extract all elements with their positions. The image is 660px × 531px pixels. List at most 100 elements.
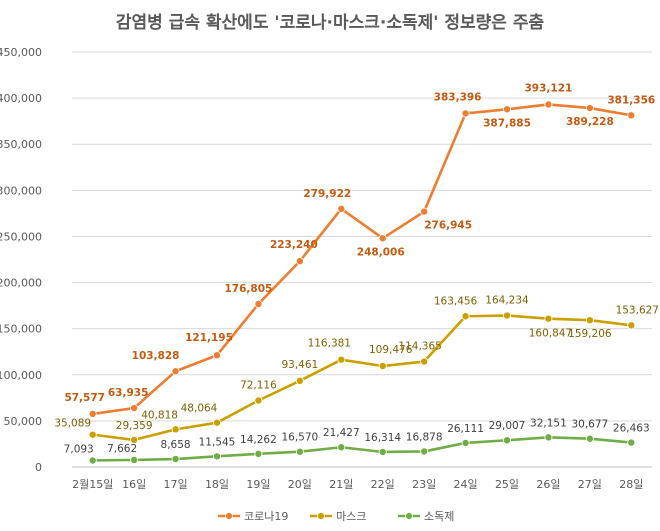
data-label: 176,805 [225,283,273,295]
data-label: 21,427 [323,427,360,439]
x-tick-label: 19일 [246,477,270,491]
x-axis: 2월15일 16일 17일 18일 19일 20일 21일 22일 23일 24일 25일 26일 27… [72,477,643,491]
data-point [585,104,594,113]
data-point [502,436,511,445]
series-lines [88,100,636,465]
data-point [337,355,346,364]
data-point [212,418,221,427]
data-label: 7,093 [64,443,94,455]
data-label: 29,007 [489,420,526,432]
data-label: 160,847 [529,328,572,340]
y-tick-label: 250,000 [0,230,42,243]
data-point [461,312,470,321]
data-point [130,404,139,413]
legend: 코로나19 마스크 소독제 [218,510,454,523]
data-label: 276,945 [424,220,472,232]
data-point [461,438,470,447]
x-tick-label: 17일 [164,477,188,491]
data-point [171,367,180,376]
data-label: 29,359 [116,420,153,432]
legend-marker [317,512,325,520]
data-label: 63,935 [108,387,149,399]
series-line-0 [92,103,632,416]
x-tick-label: 16일 [122,477,146,491]
data-label: 48,064 [181,403,218,415]
data-point [420,357,429,366]
data-point [254,396,263,405]
data-label: 153,627 [616,304,659,316]
y-tick-label: 100,000 [0,369,42,382]
chart-title: 감염병 급속 확산에도 '코로나·마스크·소독제' 정보량은 주춤 [116,13,545,33]
data-point [295,257,304,266]
gridlines [72,51,652,468]
data-label: 8,658 [161,439,191,451]
legend-label: 마스크 [336,510,366,523]
data-labels: 57,577 63,935 103,828 121,195 176,805 223,240… [54,82,659,455]
x-tick-label: 28일 [619,477,643,491]
data-label: 279,922 [303,188,351,200]
data-point [88,430,97,439]
x-tick-label: 21일 [329,477,353,491]
data-point [88,409,97,418]
y-axis: 0 50,000 100,000 150,000 200,000 250,000 300,0… [0,46,42,474]
data-label: 387,885 [483,117,531,129]
x-tick-label: 25일 [495,477,519,491]
data-point [171,425,180,434]
data-point [585,316,594,325]
data-label: 93,461 [281,359,318,371]
data-point [585,434,594,443]
data-point [378,362,387,371]
data-label: 109,476 [369,344,413,356]
y-tick-label: 450,000 [0,46,42,59]
data-point [502,311,511,320]
data-point [212,452,221,461]
data-point [378,447,387,456]
x-tick-label: 20일 [288,477,312,491]
data-point [337,443,346,452]
data-label: 114,365 [398,341,441,353]
data-label: 121,195 [185,332,233,344]
x-tick-label: 24일 [454,477,478,491]
data-point [254,299,263,308]
series-line-2 [92,436,632,462]
data-point [295,447,304,456]
data-label: 393,121 [525,82,573,94]
data-point [130,435,139,444]
x-tick-label: 2월15일 [72,477,113,491]
data-point [627,321,636,330]
y-tick-label: 400,000 [0,92,42,105]
x-tick-label: 18일 [205,477,229,491]
data-point [378,234,387,243]
data-point [627,438,636,447]
data-label: 248,006 [357,246,405,258]
y-tick-label: 0 [35,461,42,474]
data-point [544,433,553,442]
data-point [130,455,139,464]
data-label: 16,314 [364,432,401,444]
data-point [254,449,263,458]
data-label: 16,570 [281,432,318,444]
data-label: 159,206 [568,328,612,340]
data-label: 223,240 [270,239,318,251]
data-point [544,314,553,323]
legend-label: 코로나19 [244,510,288,523]
data-point [461,109,470,118]
data-point [420,207,429,216]
y-tick-label: 50,000 [4,415,43,428]
data-point [171,455,180,464]
legend-label: 소독제 [424,510,454,523]
x-tick-label: 26일 [536,477,560,491]
data-label: 389,228 [566,116,614,128]
data-label: 26,111 [447,423,484,435]
y-tick-label: 200,000 [0,277,42,290]
data-label: 383,396 [434,91,482,103]
data-point [420,447,429,456]
data-point [88,456,97,465]
data-label: 72,116 [240,379,277,391]
series-line-1 [92,314,632,442]
data-point [295,376,304,385]
data-label: 57,577 [64,392,105,404]
y-tick-label: 350,000 [0,138,42,151]
x-tick-label: 27일 [578,477,602,491]
